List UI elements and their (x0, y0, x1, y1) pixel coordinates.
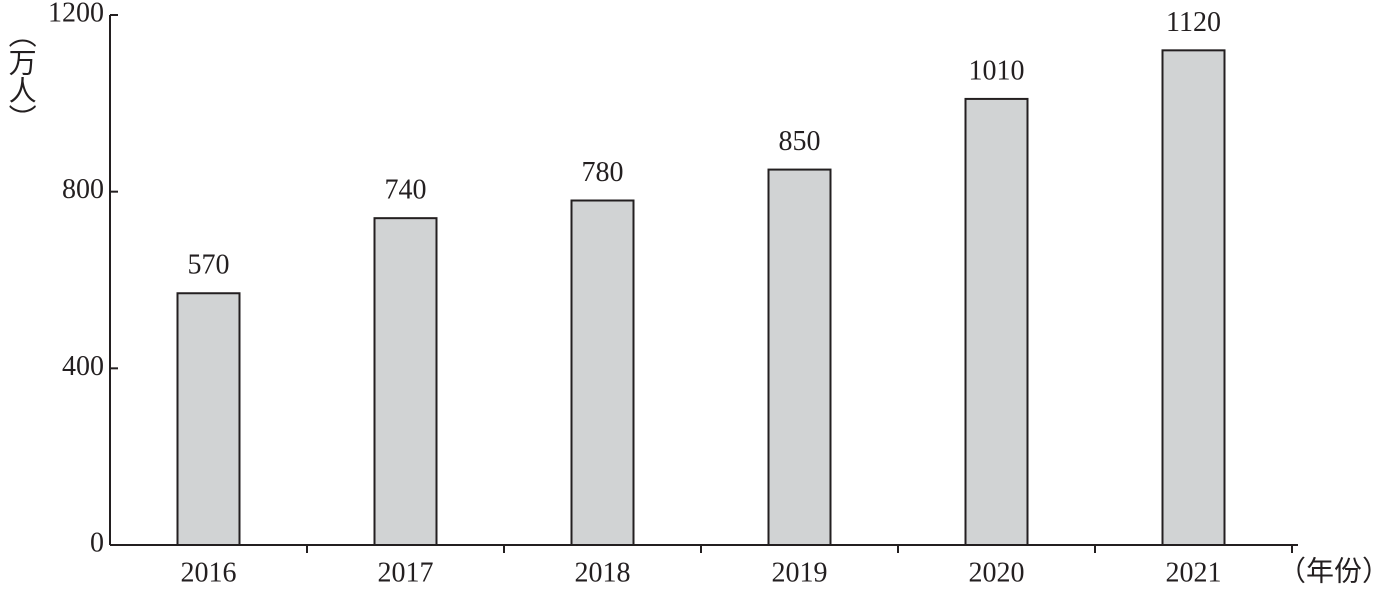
bar (373, 217, 438, 547)
x-tick-label: 2018 (575, 557, 631, 588)
x-axis-label: （年份） (1278, 555, 1390, 587)
value-label: 740 (385, 175, 427, 206)
bar (1161, 49, 1226, 546)
y-tick-label: 400 (62, 351, 104, 382)
bar (964, 97, 1029, 547)
y-tick-label: 0 (90, 527, 104, 558)
bar (570, 199, 635, 546)
value-label: 570 (188, 250, 230, 281)
x-tick-label: 2021 (1166, 557, 1222, 588)
value-label: 1010 (969, 55, 1025, 86)
bar (176, 292, 241, 546)
value-label: 780 (582, 157, 624, 188)
y-tick-label: 800 (62, 174, 104, 205)
y-axis-label: （万人） (5, 20, 37, 132)
y-tick-label: 1200 (48, 0, 104, 28)
x-tick-label: 2019 (772, 557, 828, 588)
x-tick-label: 2020 (969, 557, 1025, 588)
value-label: 1120 (1166, 7, 1221, 38)
x-tick-label: 2017 (378, 557, 434, 588)
bar (767, 168, 832, 546)
value-label: 850 (779, 126, 821, 157)
x-tick-label: 2016 (181, 557, 237, 588)
